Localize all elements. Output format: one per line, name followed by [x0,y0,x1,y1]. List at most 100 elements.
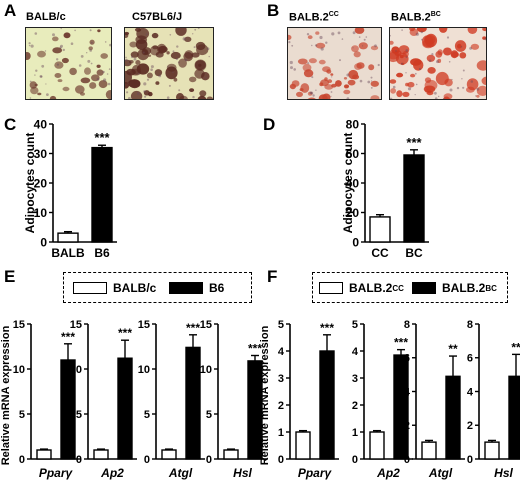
nucleus-dot [168,84,171,87]
nucleus-dot [405,56,408,59]
cell-blob [88,46,93,51]
nucleus-dot [377,63,380,67]
bar [93,449,109,460]
category-label: BALB [51,246,85,260]
cell-blob [343,84,349,89]
cell-blob [297,58,308,65]
y-tick-label: 5 [19,409,25,421]
nucleus-dot [392,85,396,89]
nucleus-dot [30,44,34,48]
nucleus-dot [291,44,294,47]
nucleus-dot [192,33,194,35]
y-tick-label: 10 [34,206,48,220]
y-tick-label: 5 [278,319,284,331]
y-axis-label: Adipocytes count [23,133,37,234]
cell-blob [370,95,380,99]
cell-blob [426,54,436,62]
cell-blob [439,28,448,33]
cell-blob [84,67,91,75]
cell-blob [459,52,467,59]
nucleus-dot [143,82,147,86]
nucleus-dot [456,86,460,90]
cell-blob [151,32,159,39]
cell-blob [343,89,351,95]
cell-blob [482,28,486,31]
cell-blob [476,60,486,71]
cell-blob [410,73,416,78]
bar [445,375,461,460]
cell-blob [130,51,139,58]
y-tick-label: 0 [40,235,47,249]
cell-blob [54,73,62,78]
legend-item-b6: B6 [169,281,224,295]
nucleus-dot [370,76,373,79]
cell-blob [482,36,486,40]
y-tick-label: 15 [13,319,25,331]
bar [57,232,79,243]
gene-label: Pparγ [39,466,74,480]
significance-label: *** [186,321,200,335]
micrograph-label-balb2cc: BALB.2CC [289,11,339,24]
bar [484,441,500,460]
nucleus-dot [144,95,147,98]
cell-blob [443,47,452,56]
cell-blob [206,96,213,99]
nucleus-dot [401,29,403,31]
nucleus-dot [370,87,373,89]
cell-blob [178,58,187,68]
nucleus-dot [205,77,207,79]
nucleus-dot [311,76,314,79]
y-tick-label: 0 [144,454,150,466]
cell-blob [155,81,160,85]
nucleus-dot [177,61,180,64]
cell-blob [476,94,480,98]
legend-e: BALB/c B6 [63,272,252,303]
cell-blob [353,51,361,58]
significance-label: *** [94,130,110,145]
legend-swatch-white [73,282,107,294]
cell-blob [57,79,63,83]
micrograph-balb2bc [389,27,487,100]
nucleus-dot [451,78,453,81]
panel-letter-e: E [4,267,16,286]
cell-blob [98,80,108,89]
nucleus-dot [359,79,363,83]
chart-f3: 0 2 4 6 8 ** Atgl [404,319,465,480]
legend-item-balb2bc: BALB.2 BC [412,281,497,295]
chart-e3: 0 5 10 15 *** Atgl [138,319,205,480]
y-tick-label: 1 [352,427,358,439]
nucleus-dot [320,47,324,51]
nucleus-dot [461,78,463,80]
nucleus-dot [184,58,188,62]
nucleus-dot [434,91,437,95]
nucleus-dot [74,29,76,32]
nucleus-dot [90,41,93,44]
category-label: BC [405,246,423,260]
cell-blob [69,67,77,76]
cell-blob [410,58,422,66]
cell-blob [156,43,167,54]
nucleus-dot [418,67,421,71]
nucleus-dot [307,62,310,65]
cell-blob [307,35,313,40]
nucleus-dot [352,31,356,35]
cell-blob [199,90,207,97]
nucleus-dot [319,35,323,40]
nucleus-dot [352,47,354,49]
nucleus-dot [330,91,333,93]
chart-f2: 0 1 2 3 4 5 *** Ap2 [352,319,413,480]
y-tick-label: 4 [467,386,474,398]
nucleus-dot [428,59,432,63]
nucleus-dot [469,47,472,50]
y-tick-label: 10 [70,364,82,376]
y-tick-label: 40 [34,117,48,131]
nucleus-dot [314,44,318,47]
cell-blob [308,58,317,64]
cell-blob [390,79,397,84]
nucleus-dot [46,93,49,96]
nucleus-dot [442,98,446,99]
nucleus-dot [28,44,31,47]
nucleus-dot [166,96,170,99]
micrograph-label-c57bl6j: C57BL6/J [132,11,183,23]
